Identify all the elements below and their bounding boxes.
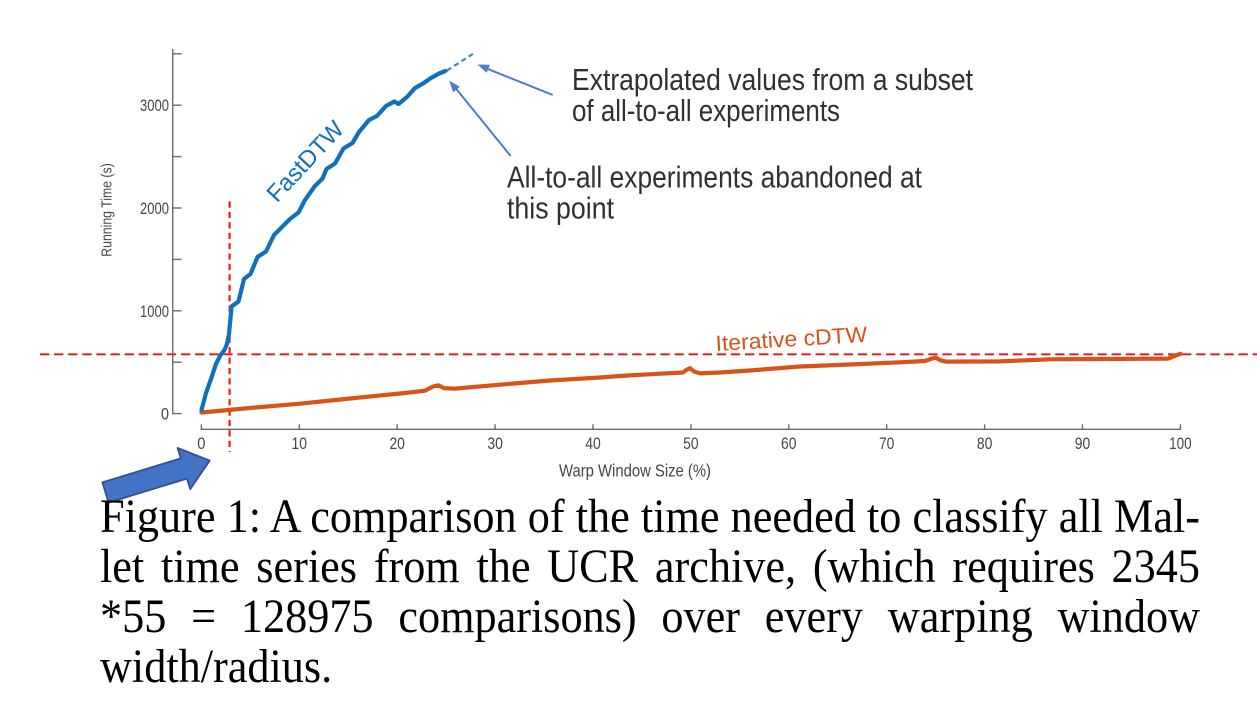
svg-text:70: 70 [879, 435, 895, 453]
svg-text:3000: 3000 [140, 97, 169, 115]
svg-text:this point: this point [507, 190, 614, 225]
svg-text:2000: 2000 [140, 200, 169, 218]
svg-text:20: 20 [389, 435, 405, 453]
svg-text:0: 0 [197, 435, 205, 453]
svg-text:80: 80 [977, 435, 993, 453]
svg-text:40: 40 [585, 435, 601, 453]
svg-text:1000: 1000 [140, 303, 169, 321]
svg-text:30: 30 [487, 435, 503, 453]
svg-text:Warp Window Size (%): Warp Window Size (%) [559, 461, 711, 481]
svg-text:100: 100 [1169, 435, 1192, 453]
svg-text:of all-to-all experiments: of all-to-all experiments [572, 93, 840, 128]
svg-text:All-to-all experiments abandon: All-to-all experiments abandoned at [507, 159, 922, 194]
svg-text:0: 0 [161, 406, 169, 424]
svg-text:Iterative cDTW: Iterative cDTW [715, 322, 868, 356]
svg-text:Extrapolated values from a sub: Extrapolated values from a subset [572, 62, 973, 97]
svg-text:60: 60 [781, 435, 797, 453]
svg-text:10: 10 [292, 435, 308, 453]
svg-text:50: 50 [683, 435, 699, 453]
svg-text:90: 90 [1075, 435, 1091, 453]
svg-text:Running Time (s): Running Time (s) [99, 163, 116, 257]
